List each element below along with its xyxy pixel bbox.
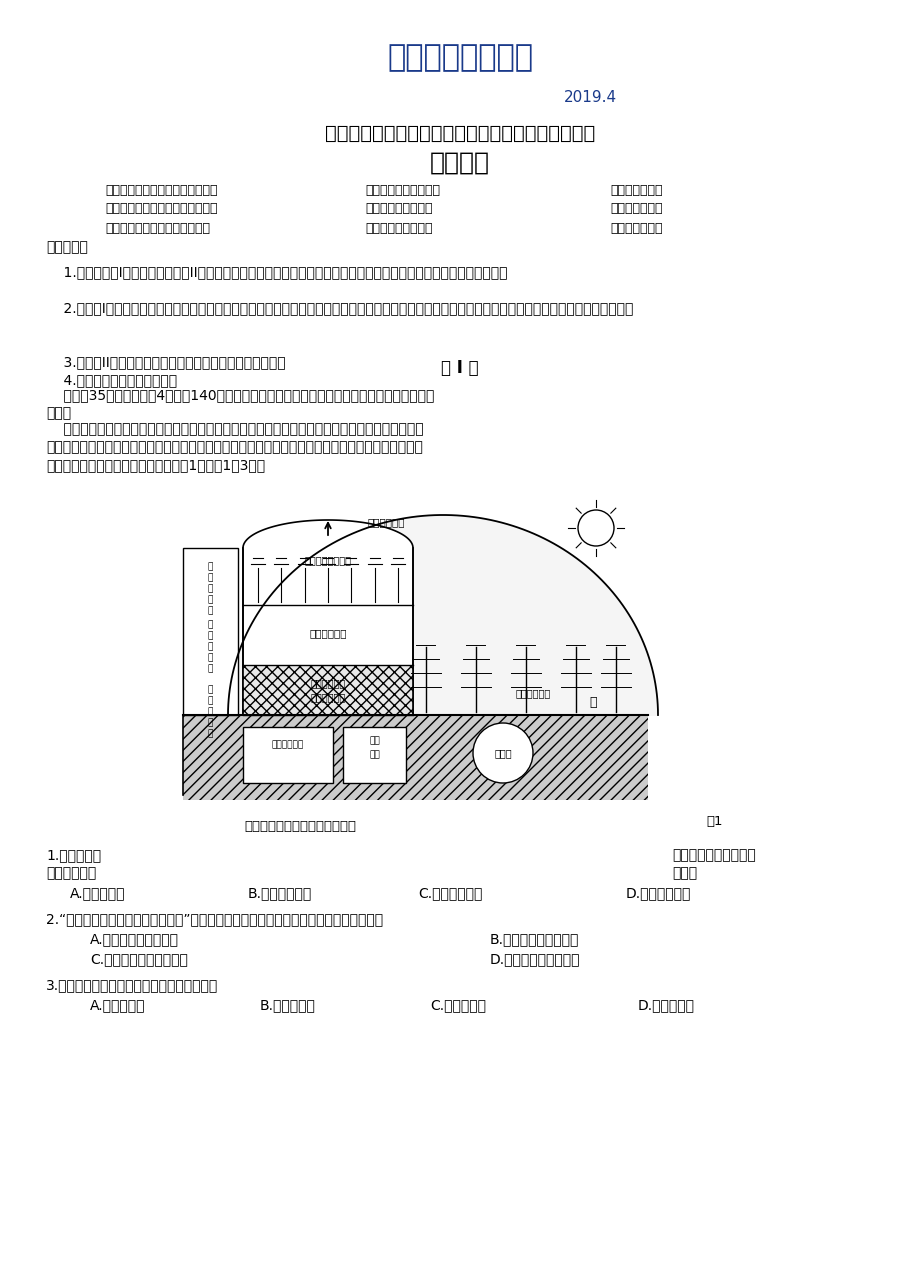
Bar: [243, 548, 413, 715]
Text: C.秋季、冬季: C.秋季、冬季: [429, 998, 485, 1012]
Text: 审校人：胡慧萍: 审校人：胡慧萍: [609, 222, 662, 234]
Text: 顶: 顶: [208, 583, 213, 592]
Text: 本卷共35小题，每小题4分，共140分。在每小题给出的四个选项中，只有一项是符合题目要求: 本卷共35小题，每小题4分，共140分。在每小题给出的四个选项中，只有一项是符合…: [46, 389, 434, 403]
Text: 塑性玻璃穹顶: 塑性玻璃穹顶: [368, 517, 405, 527]
Text: 上: 上: [208, 642, 213, 651]
Text: 审校人：钱立秋: 审校人：钱立秋: [609, 183, 662, 196]
Text: 热泵: 热泵: [369, 750, 380, 759]
Text: 工: 工: [208, 719, 213, 727]
Text: B.夏季、秋季: B.夏季、秋季: [260, 998, 315, 1012]
Text: 精编地理教学资料: 精编地理教学资料: [387, 43, 532, 73]
Text: 目的是: 目的是: [671, 866, 697, 880]
Text: 半地下菇菜、: 半地下菇菜、: [310, 678, 346, 688]
Text: 楼: 楼: [208, 631, 213, 640]
Text: 历史命题人：江川（乐平三中）: 历史命题人：江川（乐平三中）: [105, 222, 210, 234]
Text: 1.本试卷分第I卷（选择题）和第II卷（非选择题）两部分。答题前，考生务必将自己的姓名、考生号填写在答题卡上。: 1.本试卷分第I卷（选择题）和第II卷（非选择题）两部分。答题前，考生务必将自己…: [46, 265, 507, 279]
Text: 2019.4: 2019.4: [562, 90, 616, 106]
Text: 2.回答第I卷时，选出每小题答案后，用铅笔把答题卡上对应题目的答案标号涂黑。如需改动，用橡皮擦干净后，再选涂其他答案标号。写在试卷上无效。: 2.回答第I卷时，选出每小题答案后，用铅笔把答题卡上对应题目的答案标号涂黑。如需…: [46, 301, 632, 315]
Bar: [243, 727, 333, 784]
Text: 园: 园: [208, 664, 213, 673]
Text: 一: 一: [208, 685, 213, 694]
Text: D.资源再生，提高产能: D.资源再生，提高产能: [490, 952, 580, 966]
Text: A.春季、夏季: A.春季、夏季: [90, 998, 145, 1012]
Text: 过生物质能转换技术，在农户土地上、在全封闭状态下，将沼气、猪禽舍、厕所和日光温室等组合在一: 过生物质能转换技术，在农户土地上、在全封闭状态下，将沼气、猪禽舍、厕所和日光温室…: [46, 440, 423, 454]
Text: 下: 下: [208, 707, 213, 716]
Text: B.减少能量损耗: B.减少能量损耗: [248, 885, 312, 899]
Text: 地面温室农场: 地面温室农场: [515, 688, 550, 698]
Bar: [343, 727, 405, 784]
Text: D.冬季、春季: D.冬季、春季: [637, 998, 694, 1012]
Text: A.夏季隔热，冬季保温: A.夏季隔热，冬季保温: [90, 933, 179, 947]
Text: 楼: 楼: [208, 573, 213, 582]
Text: 用草垫覆盖塑性玻璃温: 用草垫覆盖塑性玻璃温: [671, 848, 754, 862]
Text: 注意事项：: 注意事项：: [46, 240, 88, 254]
Text: 一: 一: [208, 562, 213, 571]
Text: 3.回答第II卷时，将答案写在答题卡上。写在试卷上无效。: 3.回答第II卷时，将答案写在答题卡上。写在试卷上无效。: [46, 355, 285, 369]
Text: 4.考试结束，将答题卡交回。: 4.考试结束，将答题卡交回。: [46, 373, 177, 387]
Circle shape: [577, 510, 613, 547]
Text: A.减少病虫害: A.减少病虫害: [70, 885, 125, 899]
Text: 江西省景德镇市高三第二次模拟文综试卷（含答案）: 江西省景德镇市高三第二次模拟文综试卷（含答案）: [324, 124, 595, 143]
Text: 图1: 图1: [706, 815, 722, 828]
Bar: [183, 715, 647, 800]
Text: 沼气池: 沼气池: [494, 748, 511, 758]
Text: 3.该生态小康家园地源热泵使用的主要季节是: 3.该生态小康家园地源热泵使用的主要季节是: [46, 978, 218, 992]
Text: 家: 家: [208, 654, 213, 662]
Text: 地: 地: [208, 696, 213, 705]
Text: C.天然氧吧，实现零排放: C.天然氧吧，实现零排放: [90, 952, 187, 966]
Text: 审校人：谢红英: 审校人：谢红英: [609, 203, 662, 215]
Bar: [243, 665, 413, 715]
Text: 钱中一（景德镇一中）: 钱中一（景德镇一中）: [365, 183, 439, 196]
Text: 求的。: 求的。: [46, 406, 71, 420]
Text: B.增加湿度，利于产出: B.增加湿度，利于产出: [490, 933, 579, 947]
Text: D.增加室内温差: D.增加室内温差: [625, 885, 690, 899]
Text: 令: 令: [588, 697, 596, 710]
Text: 蜗牛等培养室: 蜗牛等培养室: [310, 692, 346, 702]
Text: 生态小康家园是以土地资源为基础、以太阳能为动力、以沼气为纽带，种植业和养殖业相结合，通: 生态小康家园是以土地资源为基础、以太阳能为动力、以沼气为纽带，种植业和养殖业相结…: [46, 422, 423, 436]
Circle shape: [472, 724, 532, 784]
Text: 朱胜前（昌江一中）: 朱胜前（昌江一中）: [365, 222, 432, 234]
Text: C.减少水份蒸发: C.减少水份蒸发: [417, 885, 482, 899]
Text: 花: 花: [208, 595, 213, 604]
Text: 厂: 厂: [208, 729, 213, 738]
Text: 政治命题人：曹淑萍（昌江一中）: 政治命题人：曹淑萍（昌江一中）: [105, 203, 217, 215]
Text: 1.夜间，农户: 1.夜间，农户: [46, 848, 101, 862]
Text: 园: 园: [208, 606, 213, 615]
Text: 刘建雄（市十六中）: 刘建雄（市十六中）: [365, 203, 432, 215]
Text: 文科综合: 文科综合: [429, 152, 490, 175]
Text: 一: 一: [208, 620, 213, 629]
Text: 集雨、蓄水窖: 集雨、蓄水窖: [272, 740, 304, 749]
Text: 第 I 卷: 第 I 卷: [441, 359, 478, 377]
Text: 地源: 地源: [369, 736, 380, 745]
Text: 起的一种生态农业庭院经济模式。读图1，完成1～3题。: 起的一种生态农业庭院经济模式。读图1，完成1～3题。: [46, 457, 265, 471]
Bar: [183, 548, 238, 715]
Text: 生态养生住宅: 生态养生住宅: [309, 628, 346, 638]
Text: 地理命题人：郑水珍（昌江一中）: 地理命题人：郑水珍（昌江一中）: [105, 183, 217, 196]
Text: 人鱼花菜共生温室: 人鱼花菜共生温室: [304, 555, 351, 564]
Text: 室穹顶，首要: 室穹顶，首要: [46, 866, 96, 880]
Polygon shape: [228, 515, 657, 715]
Text: 2.“楼顶花园，楼上家园，地面果园”是生态农业庭院的写照，楼顶花园的主要生态作用是: 2.“楼顶花园，楼上家园，地面果园”是生态农业庭院的写照，楼顶花园的主要生态作用…: [46, 912, 382, 926]
Text: 我国某地生态小康家园示意图．: 我国某地生态小康家园示意图．: [244, 820, 356, 833]
Polygon shape: [243, 520, 413, 548]
